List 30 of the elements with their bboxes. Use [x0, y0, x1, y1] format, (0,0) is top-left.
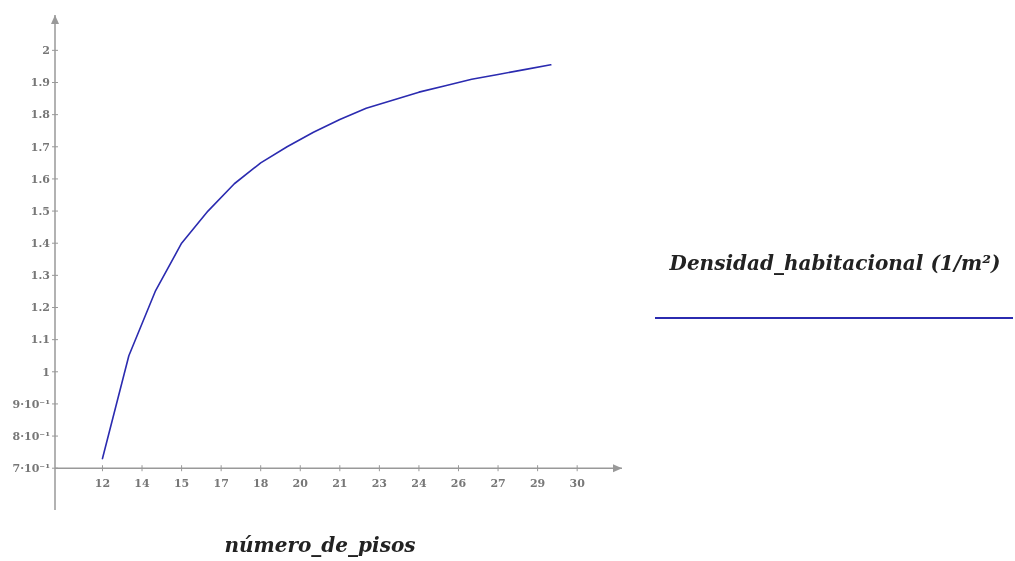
y-tick-label: 1.1: [30, 333, 50, 347]
x-tick-label: 21: [332, 477, 348, 491]
y-tick-label: 1.7: [30, 140, 50, 154]
x-tick-label: 26: [450, 477, 467, 491]
y-tick-label: 2: [42, 44, 50, 58]
y-tick-label: 1: [42, 365, 50, 379]
text: Densidad_habitacional (1/m²): [668, 251, 1001, 275]
x-tick-label: 17: [213, 477, 229, 491]
x-tick-label: 20: [292, 477, 309, 491]
x-tick-label: 14: [134, 477, 151, 491]
y-tick-label: 1.3: [30, 269, 50, 283]
y-tick-label: 1.2: [30, 301, 50, 315]
x-tick-label: 12: [94, 477, 111, 491]
y-tick-label: 1.5: [30, 204, 50, 218]
y-tick-label: 1.9: [30, 76, 50, 90]
y-tick-label: 1.8: [30, 108, 51, 122]
y-tick-label: 1.4: [30, 237, 51, 251]
y-tick-label: 9·10⁻¹: [12, 397, 51, 411]
y-tick-label: 1.6: [30, 172, 51, 186]
line-series: [101, 64, 552, 460]
x-axis-title: número_de_pisos: [224, 533, 416, 557]
x-tick-label: 23: [371, 477, 388, 491]
y-tick-label: 8·10⁻¹: [12, 429, 51, 443]
x-tick-label: 24: [411, 477, 427, 491]
x-tick-label: 15: [173, 477, 190, 491]
x-tick-label: 27: [490, 477, 506, 491]
x-tick-label: 18: [253, 477, 269, 491]
x-tick-label: 30: [569, 477, 586, 491]
x-tick-label: 29: [529, 477, 546, 491]
y-tick-label: 7·10⁻¹: [12, 462, 51, 476]
